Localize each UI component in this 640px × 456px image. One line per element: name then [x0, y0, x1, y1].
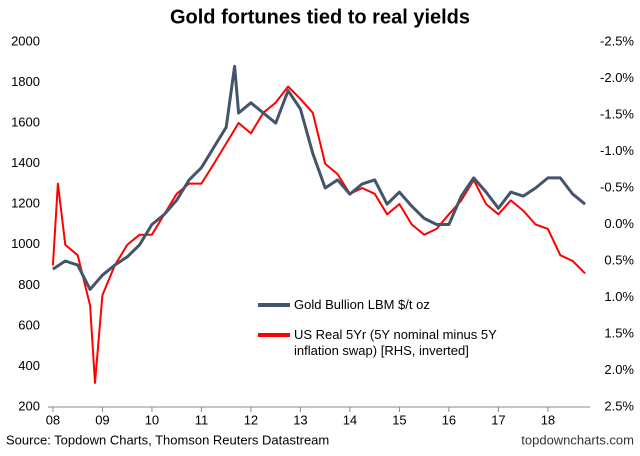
credit: topdowncharts.com	[521, 432, 634, 447]
x-tick-label: 15	[392, 412, 406, 427]
y-tick-label: 600	[18, 317, 40, 332]
y2-tick-label: 1.5%	[604, 325, 634, 340]
y-tick-label: 800	[18, 277, 40, 292]
chart-title: Gold fortunes tied to real yields	[170, 6, 470, 28]
x-tick-label: 14	[343, 412, 357, 427]
y-tick-label: 1200	[11, 196, 40, 211]
legend-label: Gold Bullion LBM $/t oz	[294, 297, 430, 312]
y-tick-label: 1000	[11, 236, 40, 251]
y2-tick-label: -2.5%	[600, 33, 634, 48]
x-tick-label: 11	[195, 412, 209, 427]
y2-tick-label: 0.0%	[604, 216, 634, 231]
x-tick-label: 08	[46, 412, 60, 427]
y2-tick-label: -0.5%	[600, 179, 634, 194]
series-line	[51, 85, 586, 384]
x-tick-label: 18	[541, 412, 555, 427]
y2-tick-label: 2.0%	[604, 362, 634, 377]
y-tick-label: 1800	[11, 74, 40, 89]
y-tick-label: 200	[18, 398, 40, 413]
y2-tick-label: -1.5%	[600, 106, 634, 121]
x-tick-label: 17	[491, 412, 505, 427]
x-tick-label: 16	[442, 412, 456, 427]
source: Source: Topdown Charts, Thomson Reuters …	[6, 432, 329, 447]
x-tick-label: 13	[293, 412, 307, 427]
y-tick-label: 400	[18, 358, 40, 373]
legend-label: US Real 5Yr (5Y nominal minus 5Y inflati…	[294, 327, 497, 358]
y2-tick-label: 1.0%	[604, 289, 634, 304]
y2-tick-label: 2.5%	[604, 398, 634, 413]
y-tick-label: 1400	[11, 155, 40, 170]
y-tick-label: 2000	[11, 33, 40, 48]
series-line	[52, 64, 587, 291]
x-tick-label: 12	[244, 412, 258, 427]
y2-tick-label: -2.0%	[600, 70, 634, 85]
y2-tick-label: -1.0%	[600, 143, 634, 158]
y-tick-label: 1600	[11, 115, 40, 130]
y2-tick-label: 0.5%	[604, 252, 634, 267]
x-tick-label: 10	[145, 412, 159, 427]
x-tick-label: 09	[95, 412, 109, 427]
